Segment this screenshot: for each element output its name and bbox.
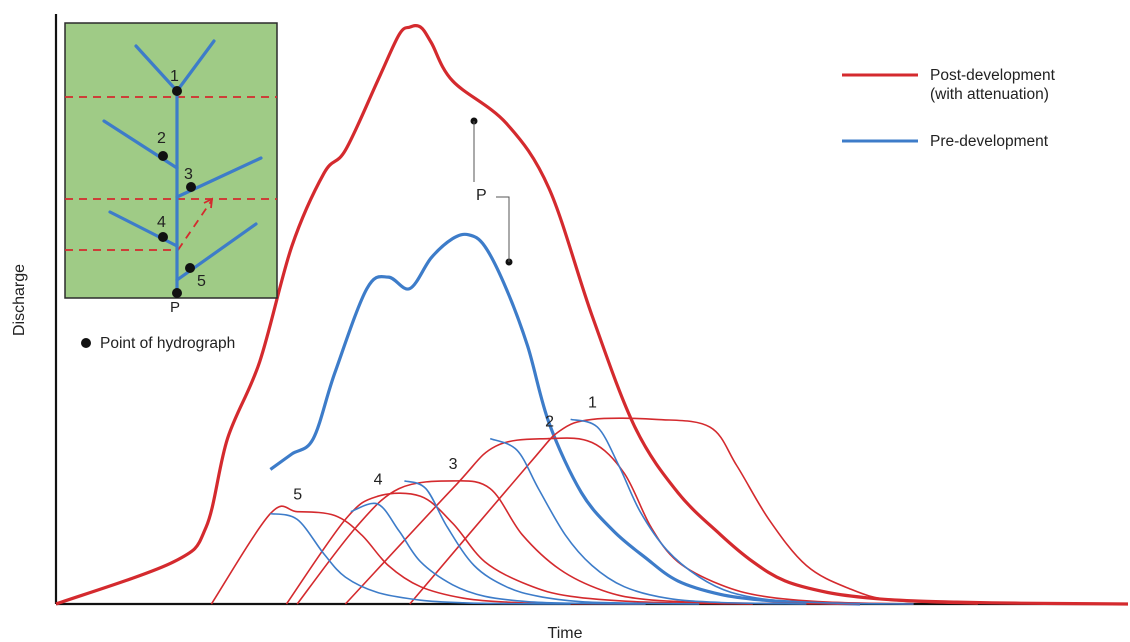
point-label-3: 3 xyxy=(184,166,193,183)
point-2 xyxy=(158,151,168,161)
inset-legend-label: Point of hydrograph xyxy=(100,335,235,352)
point-1 xyxy=(172,86,182,96)
legend-label-pre: Pre-development xyxy=(930,133,1049,150)
point-labels: 1 2 3 4 5 xyxy=(157,68,206,290)
legend-label-post: Post-development xyxy=(930,67,1056,84)
series-subcatchment-5-pre xyxy=(270,512,571,605)
series-subcatchment-2-post xyxy=(344,437,914,605)
axes: Time Discharge xyxy=(11,14,1128,642)
point-label-1: 1 xyxy=(170,68,179,85)
inset-map-background xyxy=(64,22,278,299)
peak-leader-lower xyxy=(496,196,510,262)
subcatchment-boundaries xyxy=(65,96,277,251)
point-5 xyxy=(185,263,195,273)
hydrograph-label-5: 5 xyxy=(293,487,302,504)
hydrograph-label-2: 2 xyxy=(545,414,554,431)
point-label-5: 5 xyxy=(197,273,206,290)
point-3 xyxy=(186,182,196,192)
series-subcatchment-3-post xyxy=(296,480,861,605)
point-label-4: 4 xyxy=(157,214,166,231)
hydrograph-label-1: 1 xyxy=(588,394,597,411)
series-layer: 5 4 3 2 1 xyxy=(55,24,1129,606)
peak-annotation: P xyxy=(470,117,513,266)
series-subcatchment-4-post xyxy=(285,492,753,605)
point-4 xyxy=(158,232,168,242)
series-subcatchment-2-pre xyxy=(489,437,807,605)
point-outlet xyxy=(172,288,182,298)
series-subcatchment-4-pre xyxy=(350,502,646,605)
outlet-label: P xyxy=(170,299,180,316)
hydrograph-label-3: 3 xyxy=(449,456,458,473)
x-axis-label: Time xyxy=(548,625,583,642)
series-post-development xyxy=(55,24,1129,606)
arrow-head xyxy=(203,197,214,209)
inset-map: 1 2 3 4 5 P Point of hydrograph xyxy=(64,22,278,352)
point-label-2: 2 xyxy=(157,130,166,147)
legend-point-icon xyxy=(81,338,91,348)
series-subcatchment-1-post xyxy=(409,417,978,605)
y-axis-label: Discharge xyxy=(11,264,28,336)
series-subcatchment-1-pre xyxy=(570,418,914,605)
series-subcatchment-3-pre xyxy=(404,480,700,605)
legend-label-post-sub: (with attenuation) xyxy=(930,86,1049,103)
legend: Post-development (with attenuation) Pre-… xyxy=(842,67,1056,150)
hydrograph-label-4: 4 xyxy=(374,471,383,488)
hydrograph-points xyxy=(158,86,196,298)
series-pre-development xyxy=(269,232,861,606)
peak-label: P xyxy=(476,187,487,204)
